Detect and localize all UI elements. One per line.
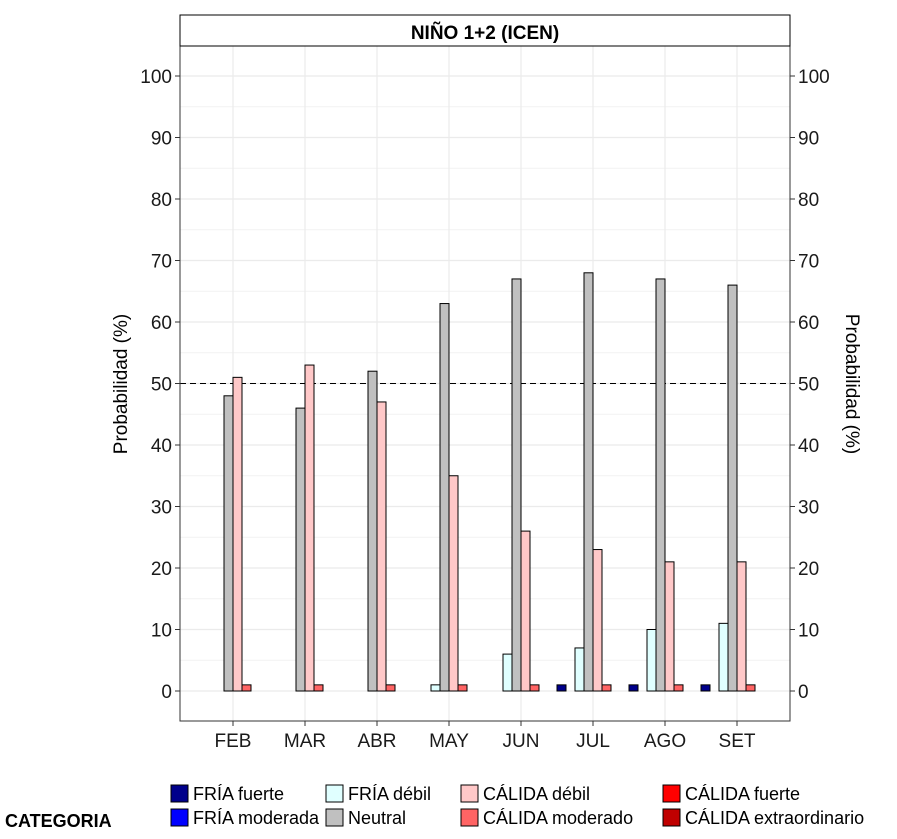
bar bbox=[439, 303, 450, 692]
y-tick-label-left: 60 bbox=[151, 313, 172, 334]
legend-label: CÁLIDA moderado bbox=[483, 808, 633, 828]
legend-swatch bbox=[170, 784, 189, 803]
bar bbox=[367, 370, 378, 692]
bar bbox=[502, 653, 513, 692]
bar bbox=[556, 684, 567, 692]
bar bbox=[457, 684, 468, 692]
legend-swatch bbox=[460, 784, 479, 803]
y-tick-label-left: 50 bbox=[151, 375, 172, 396]
legend-label: Neutral bbox=[348, 808, 406, 828]
bar bbox=[601, 684, 612, 692]
bar bbox=[745, 684, 756, 692]
y-tick-label-left: 80 bbox=[151, 190, 172, 211]
y-tick-label-right: 10 bbox=[798, 621, 819, 642]
bar bbox=[664, 561, 675, 692]
x-tick-label: FEB bbox=[215, 731, 252, 752]
bar bbox=[241, 684, 252, 692]
x-tick-label: MAY bbox=[429, 731, 469, 752]
bar bbox=[223, 395, 234, 692]
legend-swatch bbox=[325, 808, 344, 827]
legend-title: CATEGORIA bbox=[5, 811, 112, 831]
legend-swatch bbox=[325, 784, 344, 803]
panel bbox=[179, 14, 791, 722]
bar bbox=[700, 684, 711, 692]
legend-swatch bbox=[170, 808, 189, 827]
legend-swatch bbox=[662, 784, 681, 803]
bar bbox=[313, 684, 324, 692]
legend-swatch bbox=[662, 808, 681, 827]
y-tick-label-left: 100 bbox=[140, 67, 172, 88]
bars bbox=[223, 272, 756, 692]
y-tick-label-right: 70 bbox=[798, 252, 819, 273]
legend: CATEGORIA FRÍA fuerte FRÍA moderada FRÍA d… bbox=[5, 784, 864, 831]
y-tick-label-right: 60 bbox=[798, 313, 819, 334]
x-tick-label: SET bbox=[719, 731, 756, 752]
chart-title: NIÑO 1+2 (ICEN) bbox=[411, 22, 559, 44]
bar bbox=[511, 278, 522, 692]
bar bbox=[592, 549, 603, 692]
y-tick-label-right: 100 bbox=[798, 67, 830, 88]
title-strip bbox=[179, 14, 791, 47]
bar bbox=[385, 684, 396, 692]
y-tick-label-right: 80 bbox=[798, 190, 819, 211]
bar bbox=[646, 629, 657, 692]
y-tick-label-right: 50 bbox=[798, 375, 819, 396]
y-tick-label-left: 30 bbox=[151, 498, 172, 519]
bar bbox=[718, 622, 729, 692]
bar bbox=[583, 272, 594, 692]
x-tick-label: MAR bbox=[284, 731, 326, 752]
x-tick-label: ABR bbox=[357, 731, 396, 752]
legend-label: FRÍA moderada bbox=[193, 808, 320, 828]
y-tick-label-left: 10 bbox=[151, 621, 172, 642]
y-tick-label-left: 70 bbox=[151, 252, 172, 273]
y-tick-label-left: 20 bbox=[151, 559, 172, 580]
bar bbox=[448, 475, 459, 692]
y-tick-label-right: 40 bbox=[798, 436, 819, 457]
bar bbox=[430, 684, 441, 692]
bar bbox=[673, 684, 684, 692]
y-axis-label-left: Probabilidad (%) bbox=[111, 314, 132, 454]
bar bbox=[232, 376, 243, 692]
x-tick-label: JUL bbox=[576, 731, 610, 752]
y-tick-label-right: 90 bbox=[798, 129, 819, 150]
bar bbox=[529, 684, 540, 692]
bar bbox=[295, 407, 306, 692]
bar bbox=[628, 684, 639, 692]
y-tick-label-left: 90 bbox=[151, 129, 172, 150]
y-tick-label-right: 20 bbox=[798, 559, 819, 580]
legend-label: CÁLIDA débil bbox=[483, 784, 590, 804]
bar bbox=[727, 284, 738, 692]
bar bbox=[655, 278, 666, 692]
y-tick-label-right: 0 bbox=[798, 682, 809, 703]
bar bbox=[520, 530, 531, 692]
bar bbox=[574, 647, 585, 692]
legend-swatch bbox=[460, 808, 479, 827]
y-tick-label-left: 0 bbox=[161, 682, 172, 703]
y-tick-label-left: 40 bbox=[151, 436, 172, 457]
bar bbox=[736, 561, 747, 692]
legend-label: CÁLIDA fuerte bbox=[685, 784, 800, 804]
x-tick-label: JUN bbox=[503, 731, 540, 752]
bar bbox=[376, 401, 387, 692]
bar bbox=[304, 364, 315, 692]
y-axis-label-right: Probabilidad (%) bbox=[841, 314, 862, 454]
x-tick-label: AGO bbox=[644, 731, 686, 752]
y-tick-label-right: 30 bbox=[798, 498, 819, 519]
legend-label: FRÍA débil bbox=[348, 784, 431, 804]
legend-label: FRÍA fuerte bbox=[193, 784, 284, 804]
axes: 0 0 10 10 20 20 30 30 40 40 50 50 60 60 70 70 80 80 90 90 10… bbox=[140, 67, 829, 752]
legend-label: CÁLIDA extraordinario bbox=[685, 808, 864, 828]
